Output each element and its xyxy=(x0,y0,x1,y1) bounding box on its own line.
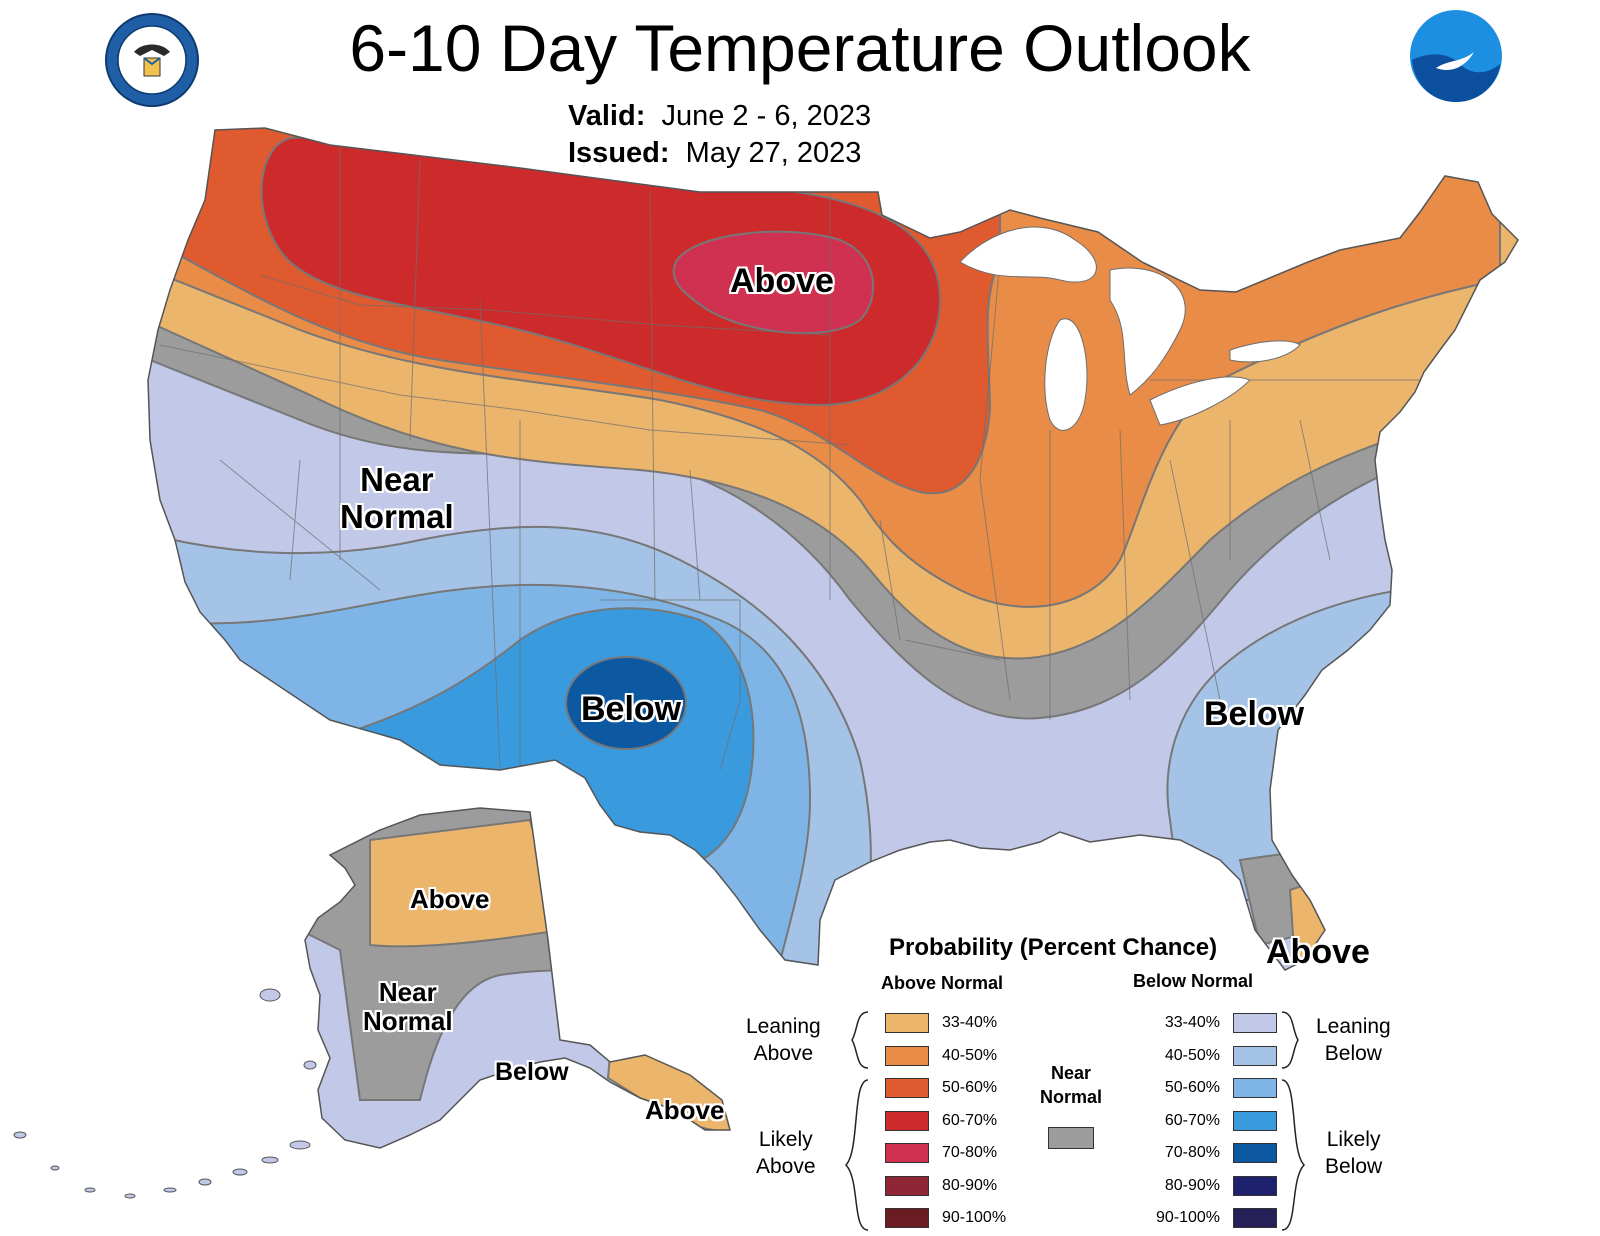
legend-above-swatch xyxy=(885,1143,929,1163)
brace-leaning-above xyxy=(851,1011,869,1069)
brace-leaning-below xyxy=(1281,1011,1299,1069)
legend-below-swatch-label: 80-90% xyxy=(1164,1176,1220,1194)
legend-below-swatch-label: 60-70% xyxy=(1164,1111,1220,1129)
label-near-normal-west: Near Normal xyxy=(340,461,454,536)
legend-below-swatch xyxy=(1233,1208,1277,1228)
label-ak-above-north: Above xyxy=(410,884,490,914)
legend-above-swatch-label: 90-100% xyxy=(942,1209,1007,1226)
legend-above-swatch-label: 50-60% xyxy=(942,1079,998,1096)
legend-below-header: Below Normal xyxy=(1133,971,1254,991)
legend-below-swatch xyxy=(1233,1078,1277,1098)
legend-likely-below-label: Likely Below xyxy=(1325,1126,1382,1180)
label-ak-below: Below xyxy=(495,1058,569,1086)
label-ak-near-word: Near xyxy=(378,977,437,1007)
legend-below-swatch xyxy=(1233,1110,1277,1131)
above-70-80-region xyxy=(672,230,874,335)
legend-below-swatch xyxy=(1233,1045,1277,1066)
aleutian-islands xyxy=(13,988,317,1199)
legend-above-swatch-label: 60-70% xyxy=(942,1111,998,1129)
legend-above-swatch xyxy=(885,1110,929,1131)
issued-date: May 27, 2023 xyxy=(685,137,862,169)
legend-above-swatch xyxy=(885,1045,929,1066)
lake-erie xyxy=(1149,376,1251,426)
label-ak-above-southeast: Above xyxy=(645,1095,725,1125)
legend-below-swatch-label: 70-80% xyxy=(1164,1144,1220,1161)
legend-likely-above-word-1: Likely xyxy=(758,1128,813,1151)
legend-near-normal-swatch xyxy=(1048,1127,1094,1149)
valid-dates: June 2 - 6, 2023 xyxy=(661,100,872,132)
legend-above-swatch-label: 33-40% xyxy=(942,1014,998,1031)
legend-title: Probability (Percent Chance) xyxy=(889,934,1218,961)
legend-leaning-above-word-2: Above xyxy=(753,1042,814,1065)
lake-huron xyxy=(1109,267,1186,396)
label-below-southeast: Below xyxy=(1204,695,1305,733)
legend-above-swatch-label: 70-80% xyxy=(942,1144,998,1161)
legend-normal-word: Normal xyxy=(1040,1087,1103,1107)
label-below-southwest: Below xyxy=(581,690,682,728)
legend-near-word: Near xyxy=(1050,1063,1092,1083)
legend-above-swatch xyxy=(885,1078,929,1098)
label-above-north: Above xyxy=(730,262,834,300)
legend-likely-above-word-2: Above xyxy=(756,1155,816,1178)
great-lakes xyxy=(959,226,1301,431)
lake-superior xyxy=(959,226,1097,283)
legend-above-header: Above Normal xyxy=(881,973,1004,993)
department-of-commerce-seal-icon xyxy=(104,12,200,108)
legend-above-swatch xyxy=(885,1175,929,1196)
conus-outline xyxy=(147,127,1519,971)
legend-below-swatch-label: 90-100% xyxy=(1155,1209,1220,1226)
legend-leaning-below-label: Leaning Below xyxy=(1316,1013,1391,1067)
page-title: 6-10 Day Temperature Outlook xyxy=(349,11,1251,85)
valid-line: Valid: June 2 - 6, 2023 xyxy=(568,99,871,133)
legend-leaning-above-word-1: Leaning xyxy=(746,1015,821,1038)
below-70-80-region xyxy=(565,656,687,750)
legend-likely-below-word-2: Below xyxy=(1325,1155,1383,1178)
legend-above-swatch-label: 40-50% xyxy=(942,1046,998,1064)
label-above-florida: Above xyxy=(1266,933,1370,971)
issued-line: Issued: May 27, 2023 xyxy=(568,136,861,170)
lake-ontario xyxy=(1229,340,1301,363)
legend-below-swatch xyxy=(1233,1143,1277,1163)
legend-leaning-above-label: Leaning Above xyxy=(746,1013,821,1067)
legend-leaning-below-word-2: Below xyxy=(1324,1042,1382,1065)
legend-above-swatch xyxy=(885,1208,929,1228)
legend-below-swatch-label: 40-50% xyxy=(1164,1046,1220,1064)
noaa-logo-icon xyxy=(1408,8,1504,104)
label-ak-normal-word: Normal xyxy=(363,1006,453,1037)
legend-above-swatch xyxy=(885,1013,929,1033)
legend-below-swatch xyxy=(1233,1175,1277,1196)
brace-likely-above xyxy=(844,1079,869,1231)
issued-label: Issued: xyxy=(568,137,670,169)
label-normal-word: Normal xyxy=(340,497,454,535)
legend-above-swatch-label: 80-90% xyxy=(942,1176,998,1194)
valid-label: Valid: xyxy=(568,100,646,132)
state-borders xyxy=(159,140,1450,780)
legend-below-swatch xyxy=(1233,1013,1277,1033)
label-near-word: Near xyxy=(360,461,434,498)
legend-below-swatch-label: 50-60% xyxy=(1164,1079,1220,1096)
label-ak-near-normal: Near Normal xyxy=(363,977,453,1037)
brace-likely-below xyxy=(1281,1079,1306,1231)
legend-below-swatch-label: 33-40% xyxy=(1164,1014,1220,1031)
legend-near-normal-label: Near Normal xyxy=(1040,1061,1102,1109)
legend-likely-above-label: Likely Above xyxy=(756,1126,816,1180)
lake-michigan xyxy=(1044,318,1088,431)
legend-likely-below-word-1: Likely xyxy=(1326,1128,1381,1151)
alaska-outline xyxy=(304,807,731,1149)
legend-leaning-below-word-1: Leaning xyxy=(1316,1015,1391,1038)
